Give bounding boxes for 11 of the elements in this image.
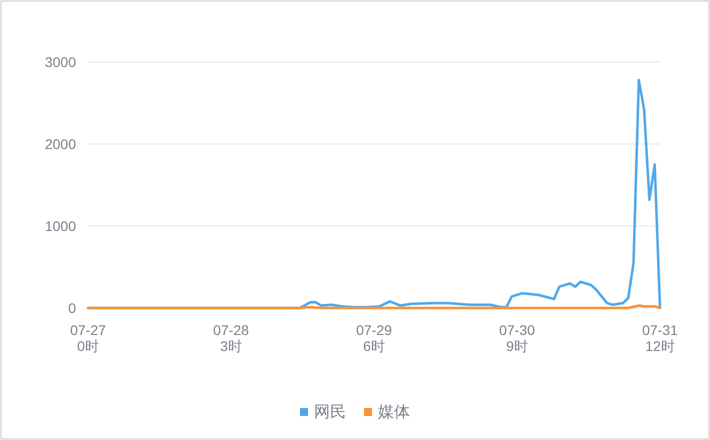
y-tick-label: 3000 bbox=[44, 54, 76, 70]
x-tick-label: 07-28 3时 bbox=[213, 322, 250, 354]
legend-label: 媒体 bbox=[378, 404, 410, 421]
y-tick-label: 0 bbox=[68, 300, 76, 316]
x-tick-label: 07-27 0时 bbox=[70, 322, 106, 354]
x-tick-label: 07-31 12时 bbox=[642, 322, 678, 354]
y-tick-label: 1000 bbox=[44, 218, 76, 234]
x-tick-label: 07-30 9时 bbox=[499, 322, 536, 354]
legend-label: 网民 bbox=[314, 404, 346, 421]
y-tick-label: 2000 bbox=[44, 136, 76, 152]
x-tick-label: 07-29 6时 bbox=[356, 322, 392, 354]
